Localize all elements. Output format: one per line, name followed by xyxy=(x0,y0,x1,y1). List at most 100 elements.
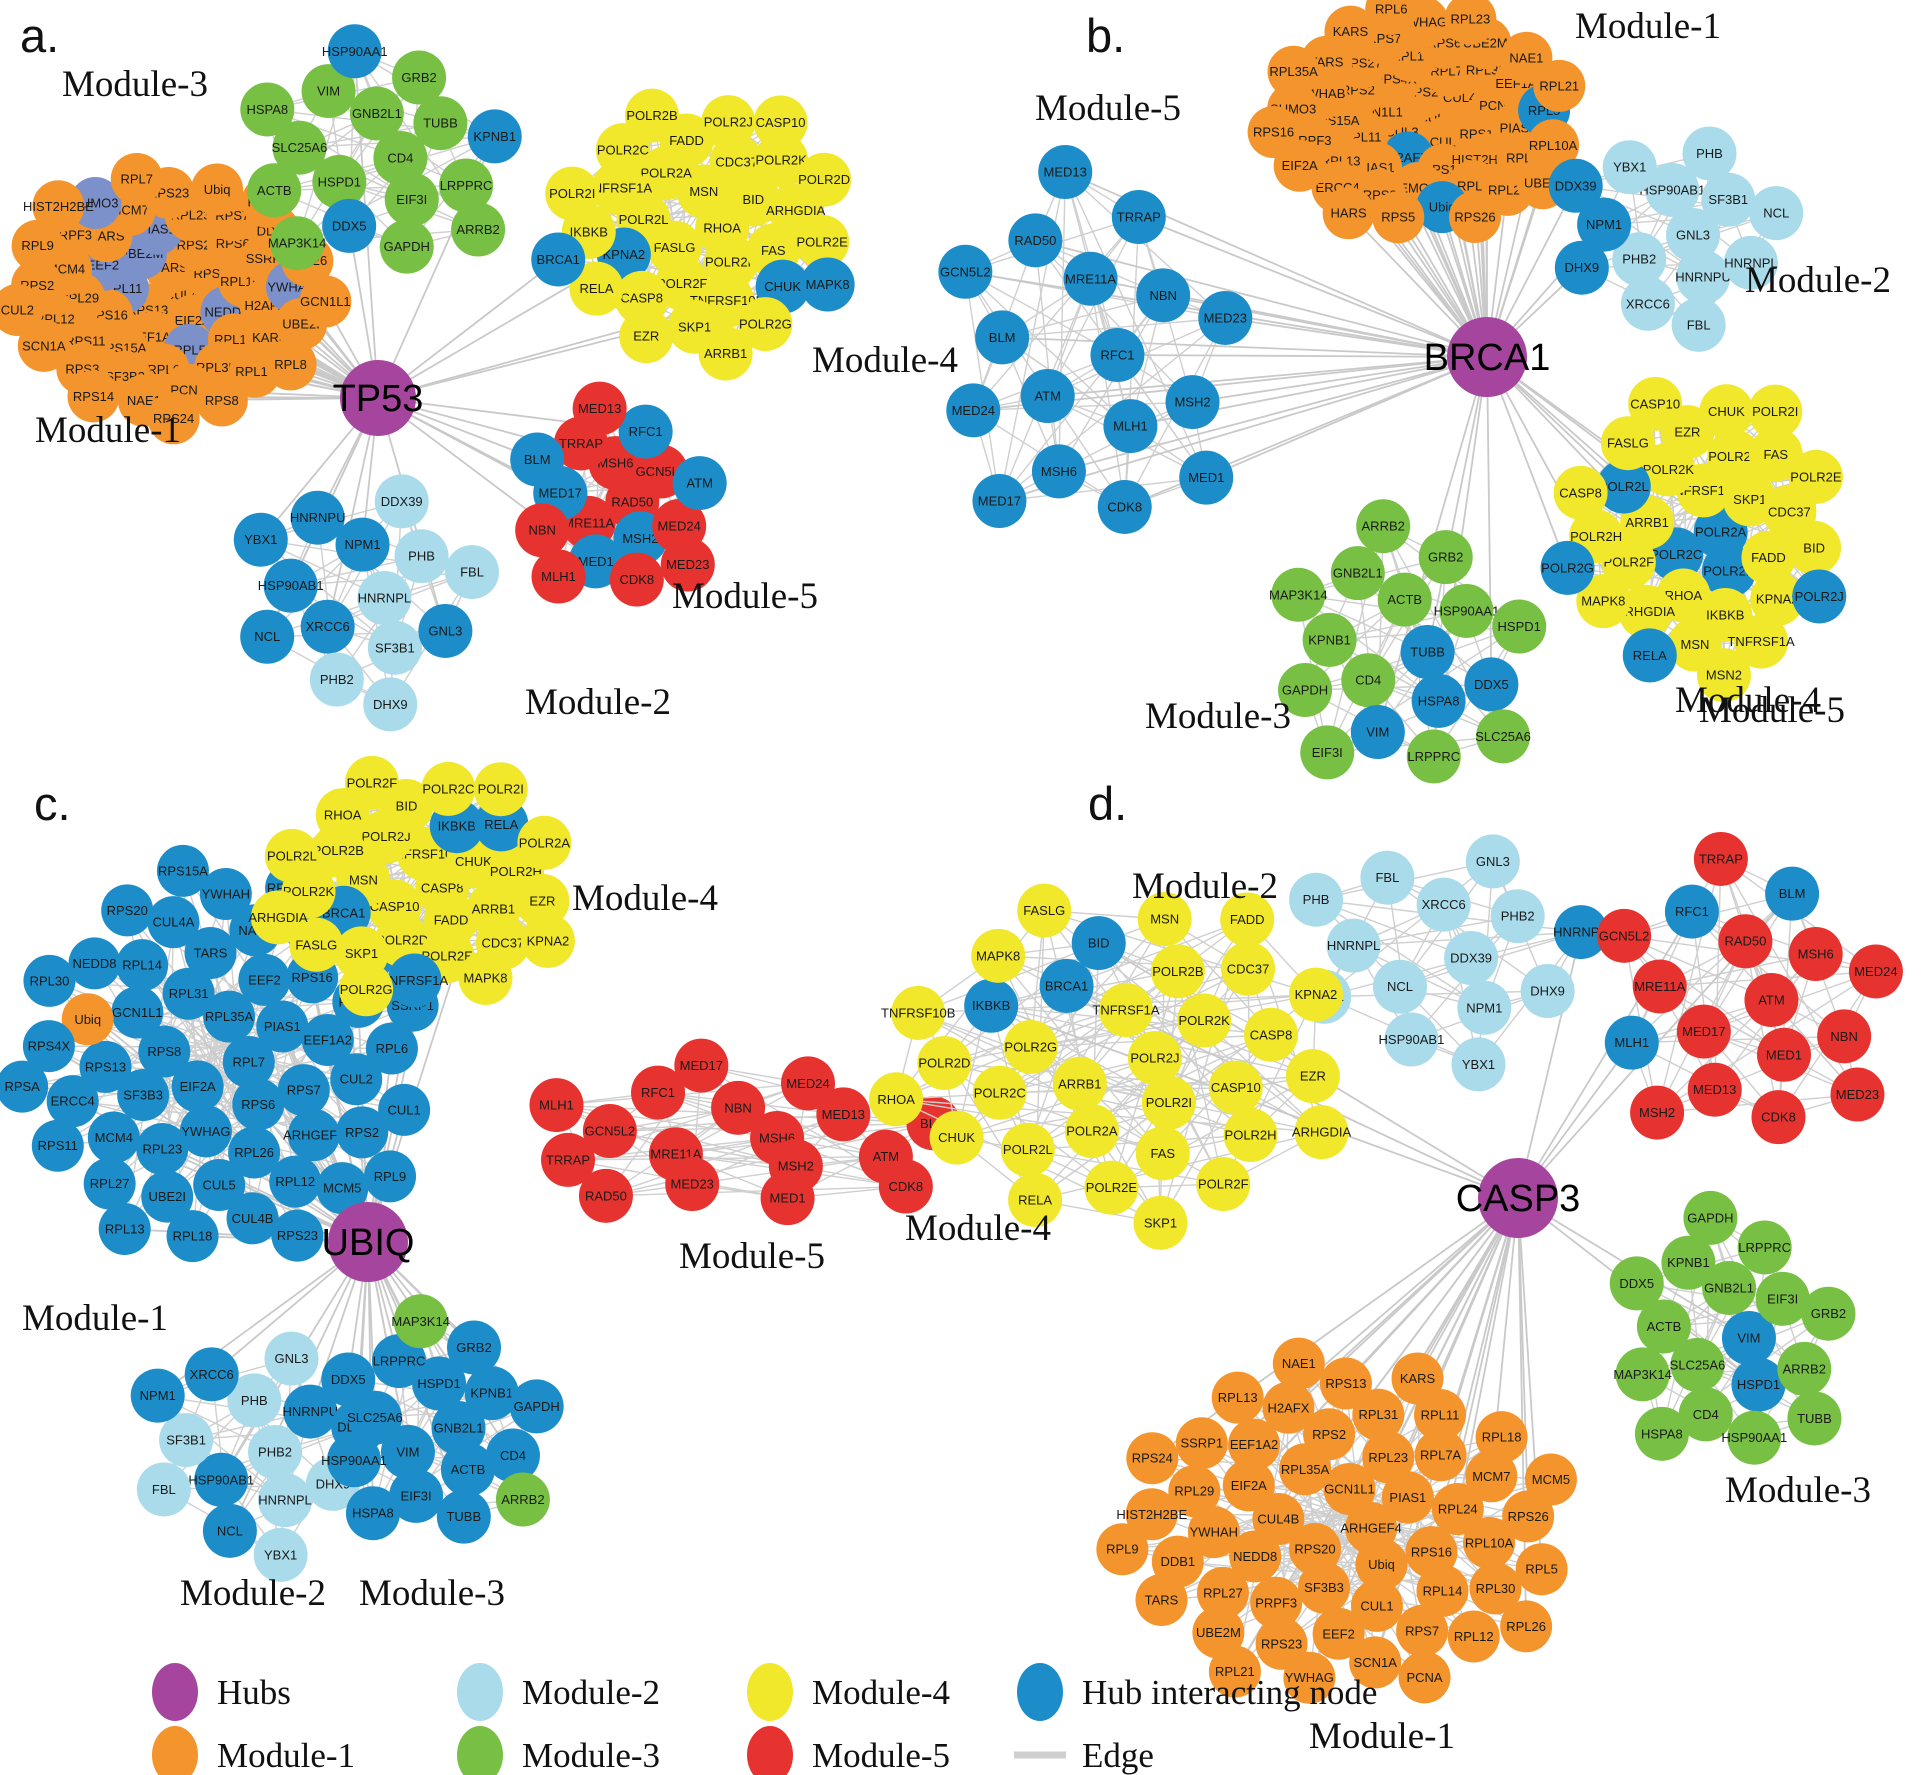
node-RPL9 xyxy=(364,1150,417,1203)
module-caption-b-module-2: Module-2 xyxy=(1745,260,1891,301)
edge xyxy=(1058,294,1164,472)
node-HSPA8 xyxy=(1411,673,1466,728)
module-caption-d-module-5: Module-5 xyxy=(1699,690,1845,731)
node-RPS15A xyxy=(156,844,209,897)
node-HIST2H2BE xyxy=(1125,1488,1178,1541)
node-KPNA2 xyxy=(1750,571,1805,626)
panel-d-nodes: DDX39NCLXRCC6NPM1HNRNPLPHB2HSP90AB1FBLDH… xyxy=(869,831,1903,1704)
node-DDX39 xyxy=(1444,931,1499,985)
node-HSPA8 xyxy=(1634,1406,1689,1461)
module-caption-a-module-3: Module-3 xyxy=(62,64,208,105)
node-RPL12 xyxy=(269,1155,322,1208)
node-POLR2I xyxy=(1141,1075,1196,1130)
node-MED1 xyxy=(760,1171,815,1226)
node-HSP90AA1 xyxy=(327,1433,382,1488)
node-NBN xyxy=(1817,1009,1872,1064)
node-SLC25A6 xyxy=(1476,709,1531,764)
node-ACTB xyxy=(247,163,302,218)
node-MAP3K14 xyxy=(1615,1347,1670,1402)
node-TUBB xyxy=(1400,625,1455,679)
edge xyxy=(1001,336,1207,479)
node-VIM xyxy=(1721,1311,1776,1365)
node-POLR2B xyxy=(1150,944,1205,999)
node-POLR2G xyxy=(1540,540,1595,595)
node-RPL9 xyxy=(11,219,64,272)
node-BID xyxy=(1787,520,1842,575)
node-MED1 xyxy=(1756,1027,1811,1082)
node-CUL1 xyxy=(378,1083,431,1136)
node-GNB2L1 xyxy=(1702,1260,1757,1315)
node-XRCC6 xyxy=(1416,877,1471,932)
node-SF3B3 xyxy=(1298,1561,1351,1614)
node-MSN xyxy=(1137,892,1192,947)
node-RPL21 xyxy=(1533,59,1586,112)
hub-edge xyxy=(326,397,379,627)
node-POLR2D xyxy=(917,1036,972,1091)
node-CHUK xyxy=(1699,384,1754,439)
node-HNRNPL xyxy=(1326,918,1381,973)
hub-node-TP53 xyxy=(340,360,416,436)
edge xyxy=(605,1113,844,1197)
node-POLR2F xyxy=(655,256,710,311)
node-HNRNPU xyxy=(290,490,345,545)
node-RPL35A xyxy=(1267,45,1320,98)
node-MSH6 xyxy=(1788,927,1843,982)
node-NCL xyxy=(1372,959,1427,1014)
hub-edge xyxy=(1426,356,1488,653)
node-RELA xyxy=(569,261,624,316)
legend-swatch-module-3 xyxy=(457,1726,503,1775)
node-HSP90AB1 xyxy=(263,558,318,613)
node-KPNA2 xyxy=(520,913,575,968)
node-RPL23 xyxy=(1362,1431,1415,1484)
edge xyxy=(157,1395,286,1501)
node-LRPPRC xyxy=(439,158,494,213)
node-NAE1 xyxy=(1272,1337,1325,1390)
edge xyxy=(998,294,1164,502)
node-YBX1 xyxy=(1602,140,1657,195)
node-CDC37 xyxy=(1221,941,1276,996)
node-MED23 xyxy=(665,1157,720,1212)
node-EEF1A2 xyxy=(301,1013,354,1066)
node-RPL18 xyxy=(1475,1411,1528,1464)
node-CUL4B xyxy=(226,1192,279,1245)
module-caption-b-module-5: Module-5 xyxy=(1035,88,1181,129)
node-DDX5 xyxy=(322,198,377,253)
node-KARS xyxy=(1391,1352,1444,1405)
node-ERCC4 xyxy=(46,1075,99,1128)
module-caption-a-module-2: Module-2 xyxy=(525,682,671,723)
node-RPL27 xyxy=(83,1157,136,1210)
node-RPL31 xyxy=(1352,1388,1405,1441)
node-CDK8 xyxy=(609,552,664,607)
node-MAPK8 xyxy=(971,928,1026,983)
node-SF3B1 xyxy=(367,620,422,675)
node-ATM xyxy=(1744,973,1799,1027)
node-MAP3K14 xyxy=(393,1294,448,1349)
panel-letter-a: a. xyxy=(20,9,59,62)
node-Ubiq xyxy=(61,993,114,1046)
node-GAPDH xyxy=(1683,1190,1738,1245)
hub-edge xyxy=(1192,356,1488,404)
node-SCN1A xyxy=(1349,1636,1402,1689)
panel-b: CUL4ACUL3RPS23CUL5GCN1L1CUL4BH2AFXRPS4XR… xyxy=(938,0,1891,784)
node-POLR2L xyxy=(1000,1122,1055,1177)
module-caption-d-module-1: Module-1 xyxy=(1309,1716,1455,1757)
module-caption-a-module-1: Module-1 xyxy=(35,410,181,451)
node-DDX5 xyxy=(1609,1256,1664,1311)
node-GRB2 xyxy=(447,1320,502,1375)
node-ACTB xyxy=(1636,1299,1691,1354)
node-MED13 xyxy=(572,381,627,436)
node-POLR2E xyxy=(1788,449,1843,504)
node-TNFRSF1A xyxy=(1099,983,1154,1038)
legend-label-module-3: Module-3 xyxy=(522,1736,660,1775)
node-GRB2 xyxy=(1418,530,1473,585)
node-BLM xyxy=(510,432,565,487)
node-PCNA xyxy=(1398,1651,1451,1704)
node-Ubiq xyxy=(1355,1538,1408,1591)
node-RPS26 xyxy=(1449,190,1502,243)
node-HSP90AA1 xyxy=(1439,583,1494,638)
node-IKBKB xyxy=(964,978,1019,1033)
panel-c-module-1: RPL7EIF2ARPL35ARPS6RPS8PIAS1YWHAGRPL31RP… xyxy=(0,844,439,1263)
node-ACTB xyxy=(440,1442,495,1497)
module-caption-a-module-4: Module-4 xyxy=(812,340,958,381)
edge xyxy=(917,1012,1081,1085)
